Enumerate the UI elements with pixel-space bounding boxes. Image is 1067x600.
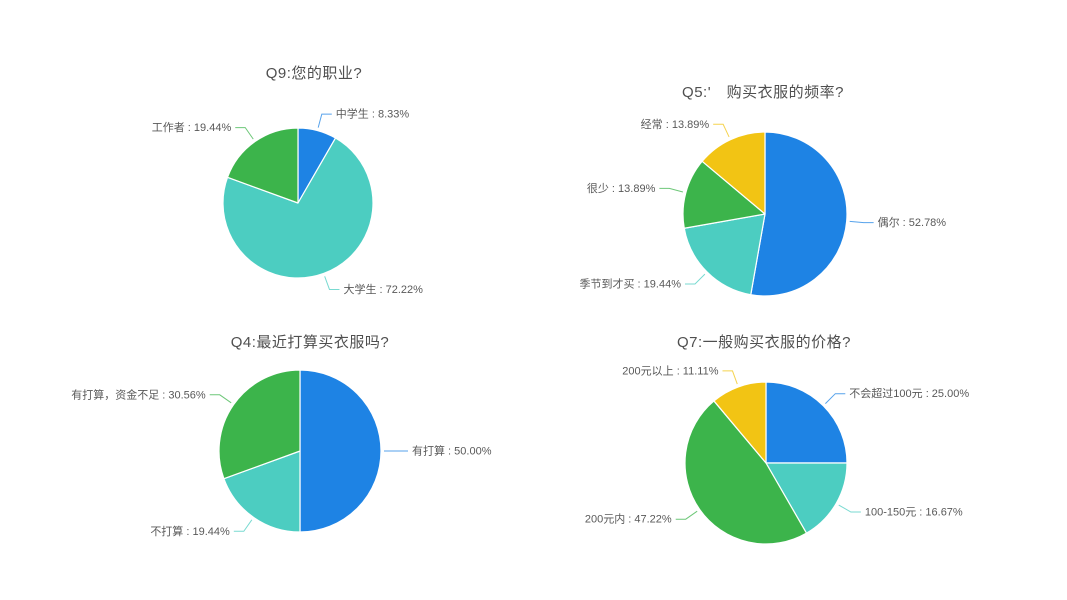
slice-label: 200元内 : 47.22%: [585, 512, 672, 526]
label-leader-line: [233, 519, 253, 532]
pie-slice[interactable]: [684, 400, 808, 545]
chart-title-q7: Q7:一般购买衣服的价格?: [676, 334, 852, 351]
slice-label: 经常 : 13.89%: [641, 118, 710, 131]
label-leader-line: [713, 123, 730, 138]
slice-label: 不会超过100元 : 25.00%: [849, 386, 969, 400]
pie-slice[interactable]: [682, 160, 766, 229]
slice-label: 很少 : 13.89%: [587, 181, 656, 195]
pie-slice[interactable]: [701, 131, 766, 215]
pie-chart-3: 有打算 : 50.00% 不打算 : 19.44% 有打算，资金不足 : 30.56…: [71, 369, 492, 538]
pie-slice[interactable]: [750, 131, 848, 297]
slice-label: 工作者 : 19.44%: [152, 121, 232, 134]
slice-label: 大学生 : 72.22%: [343, 282, 423, 296]
slice-label: 200元以上 : 11.11%: [622, 364, 718, 377]
pie-slice[interactable]: [226, 127, 299, 204]
label-leader-line: [209, 394, 232, 404]
slice-label: 100-150元 : 16.67%: [865, 507, 963, 519]
pie-slice[interactable]: [683, 213, 766, 296]
pie-slice[interactable]: [222, 137, 374, 279]
pie-slice[interactable]: [299, 369, 382, 533]
pie-chart-2: 偶尔 : 52.78% 季节到才买 : 19.44% 很少 : 13.89% 经常 :…: [580, 118, 947, 297]
pie-slice[interactable]: [223, 450, 301, 533]
label-leader-line: [838, 504, 861, 513]
label-leader-line: [675, 510, 698, 520]
pie-chart-1: 中学生 : 8.33% 大学生 : 72.22% 工作者 : 19.44%: [152, 107, 423, 296]
label-leader-line: [317, 113, 332, 128]
pie-slice[interactable]: [765, 381, 848, 464]
label-leader-line: [235, 127, 254, 140]
label-leader-line: [684, 273, 706, 285]
slice-label: 偶尔 : 52.78%: [878, 216, 947, 229]
chart-title-q9: Q9:您的职业?: [265, 65, 363, 82]
pie-chart-4: 不会超过100元 : 25.00% 100-150元 : 16.67% 200元内 …: [585, 364, 969, 545]
chart-title-q5: Q5:' 购买衣服的频率?: [682, 84, 844, 101]
label-leader-line: [825, 393, 846, 404]
pie-slice[interactable]: [765, 462, 848, 534]
chart-title-q4: Q4:最近打算买衣服吗?: [230, 334, 390, 351]
label-leader-line: [659, 187, 684, 193]
slice-label: 中学生 : 8.33%: [336, 107, 410, 121]
label-leader-line: [849, 220, 874, 224]
slice-label: 季节到才买 : 19.44%: [580, 277, 682, 291]
label-leader-line: [722, 370, 738, 385]
slice-label: 有打算，资金不足 : 30.56%: [71, 387, 206, 401]
label-leader-line: [324, 276, 340, 290]
pie-slice[interactable]: [713, 381, 767, 464]
slice-label: 有打算 : 50.00%: [412, 444, 492, 458]
pie-slice[interactable]: [218, 369, 301, 480]
slice-label: 不打算 : 19.44%: [150, 524, 230, 538]
